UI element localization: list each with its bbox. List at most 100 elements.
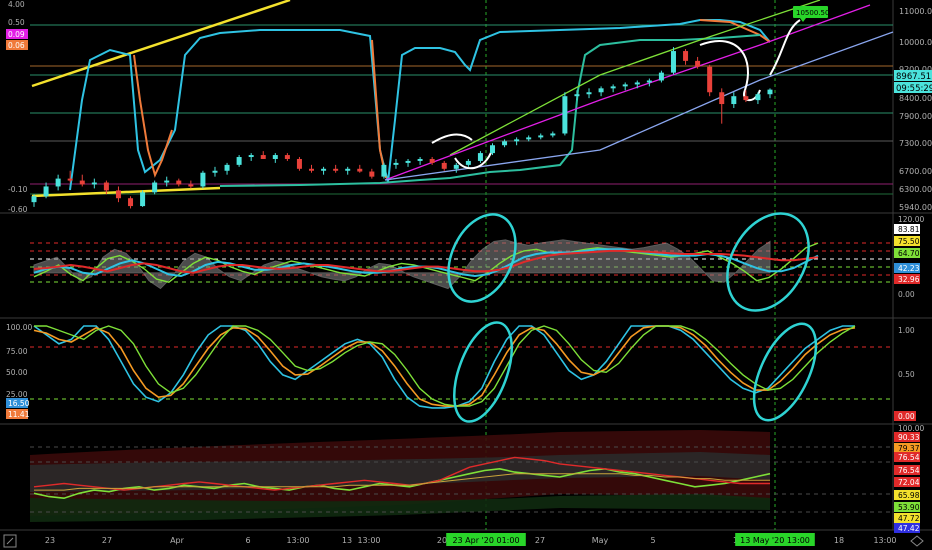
price-tick-label: 11000.00 bbox=[899, 7, 932, 16]
green-channel-top bbox=[449, 0, 821, 156]
price-overlays bbox=[31, 0, 894, 198]
stoch-highlight-ellipses bbox=[453, 321, 818, 423]
rsi-tick-label: 100.00 bbox=[898, 424, 924, 433]
candle-body bbox=[405, 160, 411, 163]
candle-body bbox=[441, 162, 447, 169]
candle-body bbox=[393, 162, 399, 165]
osc1-tick-label: 0.00 bbox=[898, 290, 915, 299]
lightblue-channel bbox=[384, 31, 894, 181]
rsi-tag bbox=[894, 502, 920, 512]
x-tick-label: May bbox=[592, 536, 609, 545]
candle-body bbox=[357, 168, 363, 172]
candle-body bbox=[743, 96, 749, 101]
rsi-tick-label: 76.54 bbox=[898, 466, 920, 475]
candle-body bbox=[731, 96, 737, 105]
left-tag bbox=[6, 40, 28, 50]
rsi-tick-label: 47.72 bbox=[898, 514, 920, 523]
timer-tag-text: 09:55:29 bbox=[896, 84, 932, 94]
x-tick-label: 18 bbox=[834, 536, 844, 545]
candle-body bbox=[707, 66, 713, 93]
stoch-left-tick: 25.00 bbox=[6, 390, 28, 399]
time-axis[interactable]: 23 27 Apr 6 13:00 13 13:00 20 23 Apr '20 01:00 27… bbox=[45, 533, 897, 546]
magenta-channel bbox=[384, 4, 871, 181]
price-tick-label: 9200.00 bbox=[899, 65, 932, 74]
candle-body bbox=[333, 168, 339, 171]
stoch-left-label: 11.41 bbox=[8, 410, 30, 419]
series-line-2 bbox=[34, 325, 856, 407]
candle-body bbox=[152, 182, 158, 193]
price-tag: 8967.51 bbox=[894, 70, 932, 82]
candle-body bbox=[200, 172, 206, 187]
candle-body bbox=[212, 170, 218, 173]
curve-annotation-4 bbox=[769, 19, 801, 76]
candle-body bbox=[236, 157, 242, 165]
osc1-tag bbox=[894, 224, 920, 234]
osc1-tick-label: 83.81 bbox=[898, 225, 920, 234]
rsi-tick-label: 76.54 bbox=[898, 453, 920, 462]
osc1-tick-label: 120.00 bbox=[898, 215, 924, 224]
price-tag-text: 8967.51 bbox=[896, 72, 931, 82]
oscillator-1-pane[interactable] bbox=[30, 199, 893, 325]
rsi-tag bbox=[894, 443, 920, 453]
candle-body bbox=[514, 139, 520, 142]
candle-body bbox=[140, 192, 146, 207]
x-tick-label: 6 bbox=[245, 536, 250, 545]
candle-body bbox=[248, 155, 254, 158]
price-pane[interactable] bbox=[30, 0, 894, 209]
x-tick-label: 23 Apr '20 01:00 bbox=[452, 536, 519, 545]
series-line-0 bbox=[33, 467, 771, 500]
left-tag bbox=[6, 29, 28, 39]
candle-body bbox=[550, 133, 556, 136]
price-tick-label: 6300.00 bbox=[899, 185, 932, 194]
stochastic-pane[interactable] bbox=[30, 315, 893, 430]
yellow-baseline bbox=[31, 186, 221, 198]
rsi-tag bbox=[894, 477, 920, 487]
osc1-tag bbox=[894, 236, 920, 246]
candle-body bbox=[538, 135, 544, 138]
candle-body bbox=[176, 180, 182, 185]
left-axis-labels: 4.00 0.50 0.09 0.06 -0.10 -0.60 16.50 11.41 100.… bbox=[6, 0, 32, 419]
rsi-pane[interactable] bbox=[30, 430, 893, 522]
candle-body bbox=[477, 153, 483, 161]
candle-body bbox=[115, 190, 121, 199]
rsi-tick-label: 72.04 bbox=[898, 478, 920, 487]
stoch-left-tick: 100.00 bbox=[6, 323, 32, 332]
candle-body bbox=[91, 182, 97, 185]
rsi-tag bbox=[894, 452, 920, 462]
candle-body bbox=[586, 92, 592, 95]
candle-body bbox=[103, 182, 109, 191]
stoch-tag bbox=[894, 411, 916, 421]
candle-body bbox=[670, 51, 676, 73]
candle-body bbox=[296, 158, 302, 169]
target-price-tag: 10500.50 bbox=[793, 6, 829, 22]
stoch-left-tick: 75.00 bbox=[6, 347, 28, 356]
rsi-tag bbox=[894, 513, 920, 523]
candle-body bbox=[574, 94, 580, 97]
candle-body bbox=[128, 198, 134, 207]
expand-icon[interactable] bbox=[3, 534, 17, 548]
rsi-tag bbox=[894, 465, 920, 475]
osc1-tag bbox=[894, 248, 920, 258]
candle-body bbox=[284, 155, 290, 159]
left-axis-label: 4.00 bbox=[8, 0, 25, 9]
candle-body bbox=[489, 145, 495, 154]
series-line-1 bbox=[33, 325, 856, 407]
rsi-tag bbox=[894, 523, 920, 533]
osc1-series bbox=[33, 239, 819, 290]
candle-body bbox=[767, 89, 773, 95]
x-tick-label: Apr bbox=[170, 536, 185, 545]
candle-body bbox=[598, 88, 604, 93]
stoch-left-tag bbox=[6, 398, 28, 408]
candle-body bbox=[502, 141, 508, 146]
logo-icon bbox=[910, 535, 924, 547]
right-price-axis[interactable]: 11000.00 10000.00 9200.00 8400.00 7900.00 730… bbox=[894, 7, 932, 533]
cyan-band-upper bbox=[69, 19, 771, 191]
curve-annotation-2 bbox=[454, 149, 493, 170]
teal-band-lower bbox=[219, 34, 761, 187]
candles-group bbox=[31, 47, 773, 209]
x-marker-tag bbox=[735, 533, 815, 546]
x-tick-label: 13 bbox=[342, 536, 352, 545]
stoch-left-tag bbox=[6, 409, 28, 419]
osc1-tag bbox=[894, 274, 920, 284]
